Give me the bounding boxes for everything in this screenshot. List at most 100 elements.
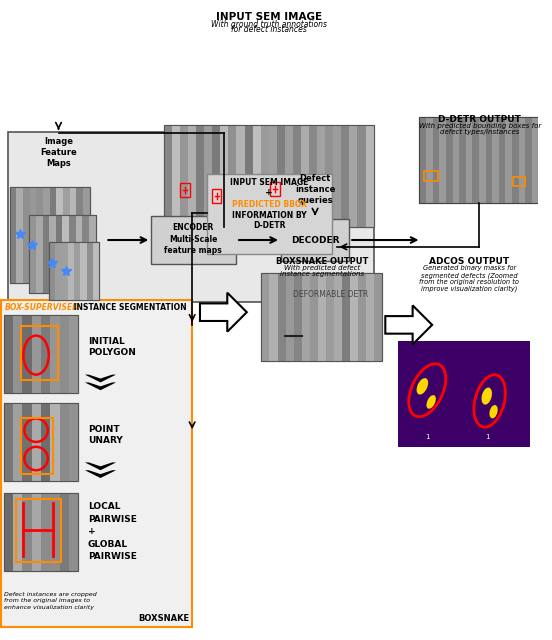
Ellipse shape (481, 387, 492, 404)
Bar (310, 273, 318, 361)
Bar (486, 117, 492, 203)
Bar (367, 273, 374, 361)
Bar (29, 214, 95, 292)
Bar (333, 125, 341, 227)
Bar (81, 242, 87, 301)
Bar (49, 214, 56, 292)
Bar (341, 125, 349, 227)
Bar (41, 493, 50, 571)
Bar (23, 403, 31, 481)
Bar (82, 214, 89, 292)
Text: With ground truth annotations: With ground truth annotations (211, 20, 327, 29)
Bar (13, 403, 23, 481)
Bar (41, 403, 50, 481)
Bar (262, 273, 383, 361)
Bar (269, 273, 278, 361)
Bar (50, 315, 60, 393)
Text: 1: 1 (485, 434, 490, 440)
Bar (420, 117, 426, 203)
Bar (36, 214, 43, 292)
Text: INPUT SEM IMAGE: INPUT SEM IMAGE (216, 12, 322, 22)
Bar (164, 125, 374, 227)
Text: ENCODER
Multi-Scale
feature maps: ENCODER Multi-Scale feature maps (164, 223, 222, 255)
Bar (22, 417, 52, 474)
Bar (309, 125, 317, 227)
Bar (93, 242, 99, 301)
Bar (61, 242, 68, 301)
Bar (453, 117, 459, 203)
Bar (342, 273, 350, 361)
Bar (293, 125, 301, 227)
Bar (4, 493, 13, 571)
Bar (68, 242, 74, 301)
Bar (74, 242, 81, 301)
Bar (50, 403, 60, 481)
FancyBboxPatch shape (8, 132, 374, 303)
Bar (83, 188, 90, 283)
Bar (334, 273, 342, 361)
Bar (69, 403, 78, 481)
Text: 1: 1 (425, 434, 429, 440)
Bar (10, 188, 90, 283)
Bar (4, 403, 78, 481)
Bar (302, 273, 310, 361)
FancyBboxPatch shape (151, 216, 236, 264)
Bar (41, 315, 50, 393)
Bar (31, 493, 41, 571)
Bar (13, 493, 23, 571)
Text: for defect instances: for defect instances (231, 26, 307, 35)
Bar (164, 125, 374, 227)
Bar (269, 125, 277, 227)
Text: With predicted bounding boxes for: With predicted bounding boxes for (419, 123, 541, 129)
Bar (76, 214, 82, 292)
Bar (69, 493, 78, 571)
Bar (10, 188, 90, 283)
Bar (278, 273, 285, 361)
Polygon shape (200, 292, 247, 332)
Bar (446, 117, 453, 203)
Bar (499, 117, 506, 203)
Text: +: + (266, 188, 273, 197)
Bar (420, 117, 538, 203)
Bar (220, 125, 229, 227)
Bar (245, 125, 253, 227)
Text: Generated binary masks for: Generated binary masks for (423, 266, 516, 271)
Bar (277, 125, 285, 227)
FancyBboxPatch shape (1, 301, 192, 627)
Bar (4, 403, 13, 481)
Bar (196, 125, 204, 227)
Bar (213, 125, 220, 227)
Bar (261, 125, 269, 227)
Text: INSTANCE SEGMENTATION: INSTANCE SEGMENTATION (71, 303, 187, 312)
Polygon shape (85, 383, 116, 390)
Bar (60, 315, 69, 393)
Text: INITIAL
POLYGON: INITIAL POLYGON (88, 337, 136, 357)
Bar (349, 125, 358, 227)
Text: INFORMATION BY: INFORMATION BY (232, 211, 306, 220)
Bar (512, 117, 519, 203)
Bar (492, 117, 499, 203)
Bar (424, 171, 438, 182)
FancyBboxPatch shape (281, 218, 349, 262)
Bar (10, 188, 17, 283)
Bar (15, 499, 61, 562)
Bar (181, 184, 190, 197)
Bar (285, 125, 293, 227)
Bar (50, 188, 56, 283)
Bar (4, 403, 78, 481)
Text: defect types/instances: defect types/instances (440, 129, 519, 135)
Text: Defect
instance
queries: Defect instance queries (295, 173, 335, 205)
Bar (56, 214, 62, 292)
Bar (526, 117, 532, 203)
Bar (204, 125, 213, 227)
Bar (31, 315, 41, 393)
Bar (31, 403, 41, 481)
Bar (49, 242, 55, 301)
Text: PREDICTED BBOX: PREDICTED BBOX (232, 200, 307, 209)
Bar (374, 273, 383, 361)
Bar (49, 242, 99, 301)
Bar (4, 315, 78, 393)
Bar (365, 125, 374, 227)
Bar (29, 214, 95, 292)
Bar (358, 273, 367, 361)
